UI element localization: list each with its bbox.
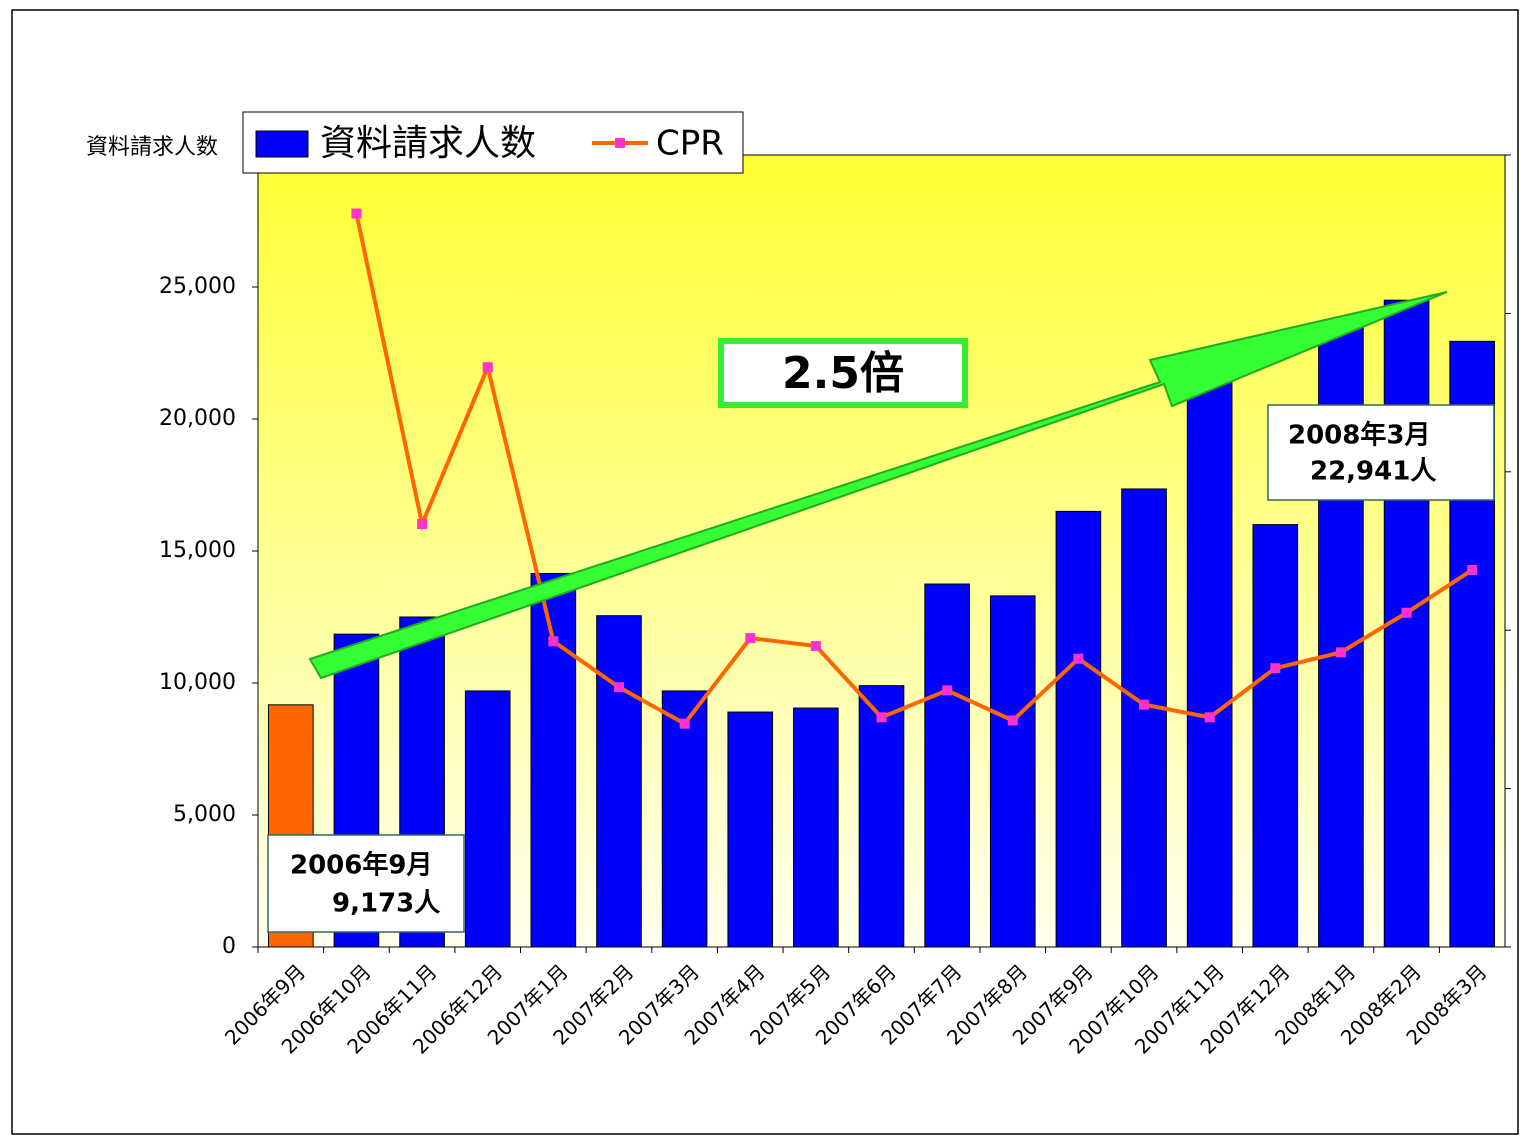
bar (1055, 510, 1102, 948)
marker (942, 685, 953, 696)
annotation-box (1267, 404, 1495, 501)
marker (417, 519, 428, 530)
marker (351, 208, 362, 219)
marker (679, 718, 690, 729)
y-tick-label: 10,000 (159, 670, 236, 695)
legend (242, 111, 744, 174)
annotation-text: 2006年9月 (290, 850, 432, 881)
legend-label: 資料請求人数 (320, 123, 536, 164)
bar (793, 707, 839, 948)
annotation-box (718, 338, 968, 408)
bar (1121, 488, 1167, 948)
annotation-text: 22,941人 (1310, 457, 1436, 487)
annotation-text: 2.5倍 (782, 348, 904, 399)
y-tick-label: 15,000 (159, 538, 236, 563)
bar (727, 711, 774, 948)
marker (876, 712, 887, 723)
bar (464, 690, 511, 948)
marker (745, 633, 756, 644)
bar (858, 685, 905, 948)
annotation-text: 9,173人 (332, 889, 440, 919)
y-tick-label: 5,000 (173, 802, 236, 827)
marker (548, 636, 559, 647)
legend-swatch (255, 130, 309, 158)
trend-arrow (308, 291, 1448, 680)
y-tick-label: 25,000 (159, 274, 236, 299)
marker (1270, 663, 1281, 674)
marker (482, 362, 493, 373)
marker (1073, 653, 1084, 664)
marker (810, 641, 821, 652)
bar (596, 615, 642, 948)
legend-marker (615, 138, 625, 148)
bar (530, 572, 577, 948)
marker (1401, 607, 1412, 618)
bar (924, 583, 970, 948)
y-tick-label: 20,000 (159, 406, 236, 431)
bar (1252, 524, 1299, 948)
marker (613, 682, 624, 693)
marker (1467, 565, 1478, 576)
marker (1204, 712, 1215, 723)
bar (661, 690, 708, 948)
marker (1335, 647, 1346, 658)
marker (1139, 699, 1150, 710)
legend-label: CPR (656, 124, 724, 164)
marker (1007, 715, 1018, 726)
bar (989, 595, 1036, 948)
y-axis-label: 資料請求人数 (86, 135, 218, 160)
bar (1186, 351, 1233, 948)
annotation-text: 2008年3月 (1288, 420, 1430, 451)
y-tick-label: 0 (222, 934, 236, 959)
annotation-box (267, 834, 465, 933)
